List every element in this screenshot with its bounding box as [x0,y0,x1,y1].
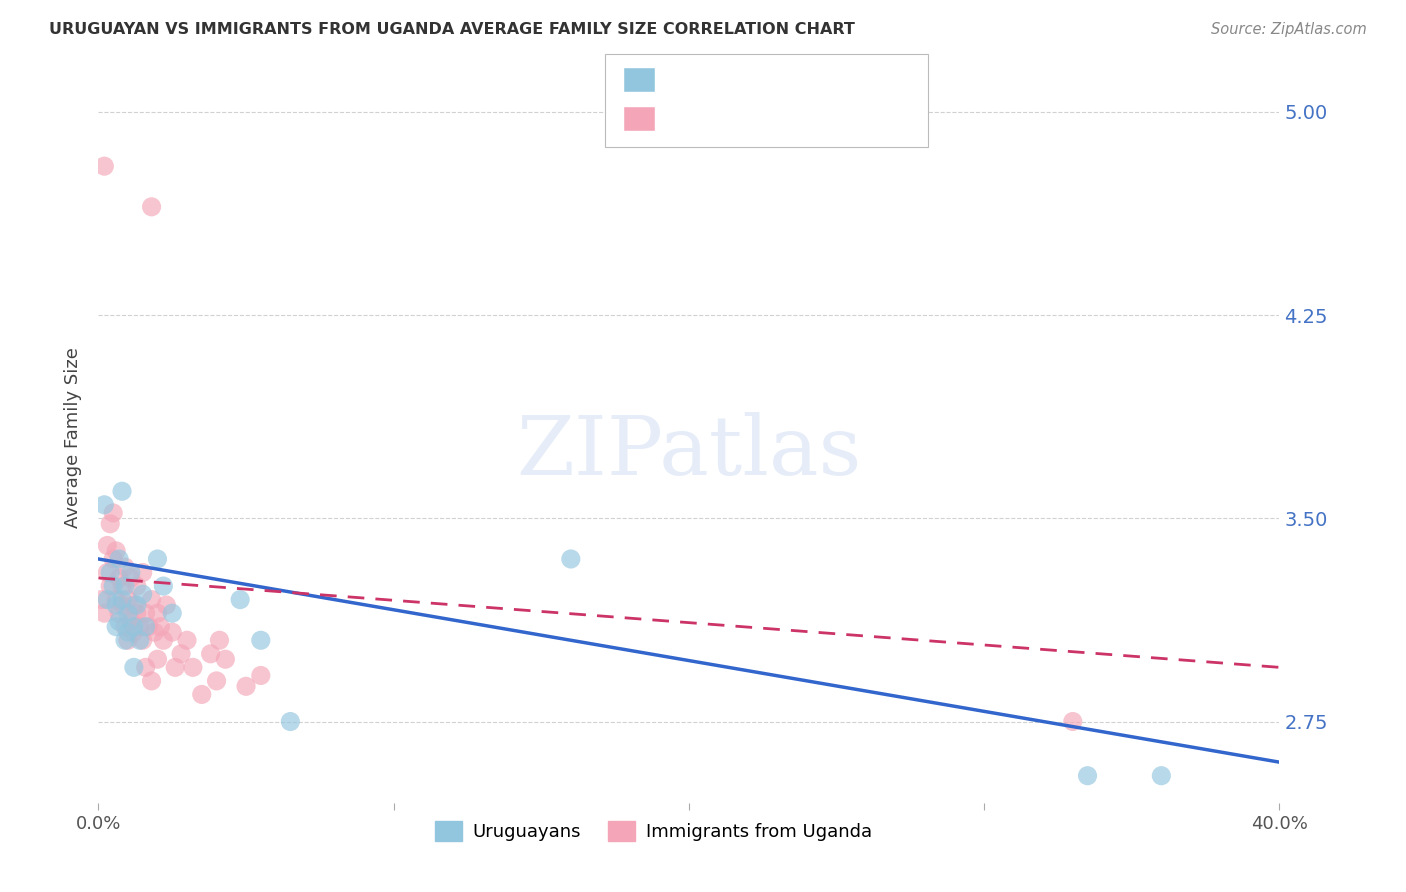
Point [235,679,257,693]
Point [200,647,222,661]
Point [125,598,148,612]
Point [1062,714,1084,729]
Point [114,560,136,574]
Point [229,592,252,607]
Point [114,633,136,648]
Point [117,625,139,640]
Point [132,633,155,648]
Point [117,606,139,620]
Point [176,633,198,648]
Point [122,598,145,612]
Point [146,606,169,620]
Point [135,606,157,620]
Point [132,587,155,601]
Point [96,566,118,580]
Point [108,606,131,620]
Point [128,620,150,634]
Point [128,633,150,648]
Text: N =: N = [773,110,810,128]
Point [162,606,183,620]
Point [96,592,118,607]
Point [170,647,193,661]
Point [250,668,273,682]
Point [114,620,136,634]
Point [103,506,125,520]
Point [205,673,228,688]
Point [135,620,157,634]
Text: 30: 30 [804,71,827,89]
Y-axis label: Average Family Size: Average Family Size [65,347,83,527]
Point [117,633,139,648]
Point [103,579,125,593]
Point [105,620,128,634]
Point [105,598,128,612]
Text: N =: N = [773,71,810,89]
Point [141,592,163,607]
Point [93,606,115,620]
Text: Source: ZipAtlas.com: Source: ZipAtlas.com [1211,22,1367,37]
Point [152,633,174,648]
Point [125,579,148,593]
Point [103,552,125,566]
Point [105,592,128,607]
Point [1150,769,1173,783]
Point [146,652,169,666]
Point [162,625,183,640]
Point [90,592,112,607]
Text: R =: R = [665,110,702,128]
Point [111,579,134,593]
Point [114,579,136,593]
Text: -0.058: -0.058 [696,110,755,128]
Point [141,673,163,688]
Point [214,652,236,666]
Point [146,552,169,566]
Point [1077,769,1099,783]
Point [191,688,214,702]
Text: URUGUAYAN VS IMMIGRANTS FROM UGANDA AVERAGE FAMILY SIZE CORRELATION CHART: URUGUAYAN VS IMMIGRANTS FROM UGANDA AVER… [49,22,855,37]
Point [98,579,121,593]
Point [560,552,582,566]
Point [105,544,128,558]
Point [181,660,204,674]
Point [108,552,131,566]
Point [125,606,148,620]
Point [98,566,121,580]
Point [132,566,155,580]
Text: 53: 53 [804,110,827,128]
Point [96,538,118,552]
Point [120,566,142,580]
Text: R =: R = [665,71,702,89]
Point [108,571,131,585]
Text: -0.427: -0.427 [696,71,755,89]
Point [108,615,131,629]
Point [165,660,187,674]
Point [98,516,121,531]
Point [280,714,302,729]
Point [141,200,163,214]
Point [135,660,157,674]
Point [120,571,142,585]
Point [149,620,172,634]
Point [208,633,231,648]
Point [111,598,134,612]
Point [120,615,142,629]
Point [250,633,273,648]
Point [143,625,166,640]
Point [138,620,160,634]
Legend: Uruguayans, Immigrants from Uganda: Uruguayans, Immigrants from Uganda [427,814,880,848]
Text: ZIPatlas: ZIPatlas [516,412,862,491]
Point [111,592,134,607]
Point [93,159,115,173]
Point [122,660,145,674]
Point [122,625,145,640]
Point [122,620,145,634]
Point [155,598,177,612]
Point [152,579,174,593]
Point [111,484,134,499]
Point [93,498,115,512]
Point [117,592,139,607]
